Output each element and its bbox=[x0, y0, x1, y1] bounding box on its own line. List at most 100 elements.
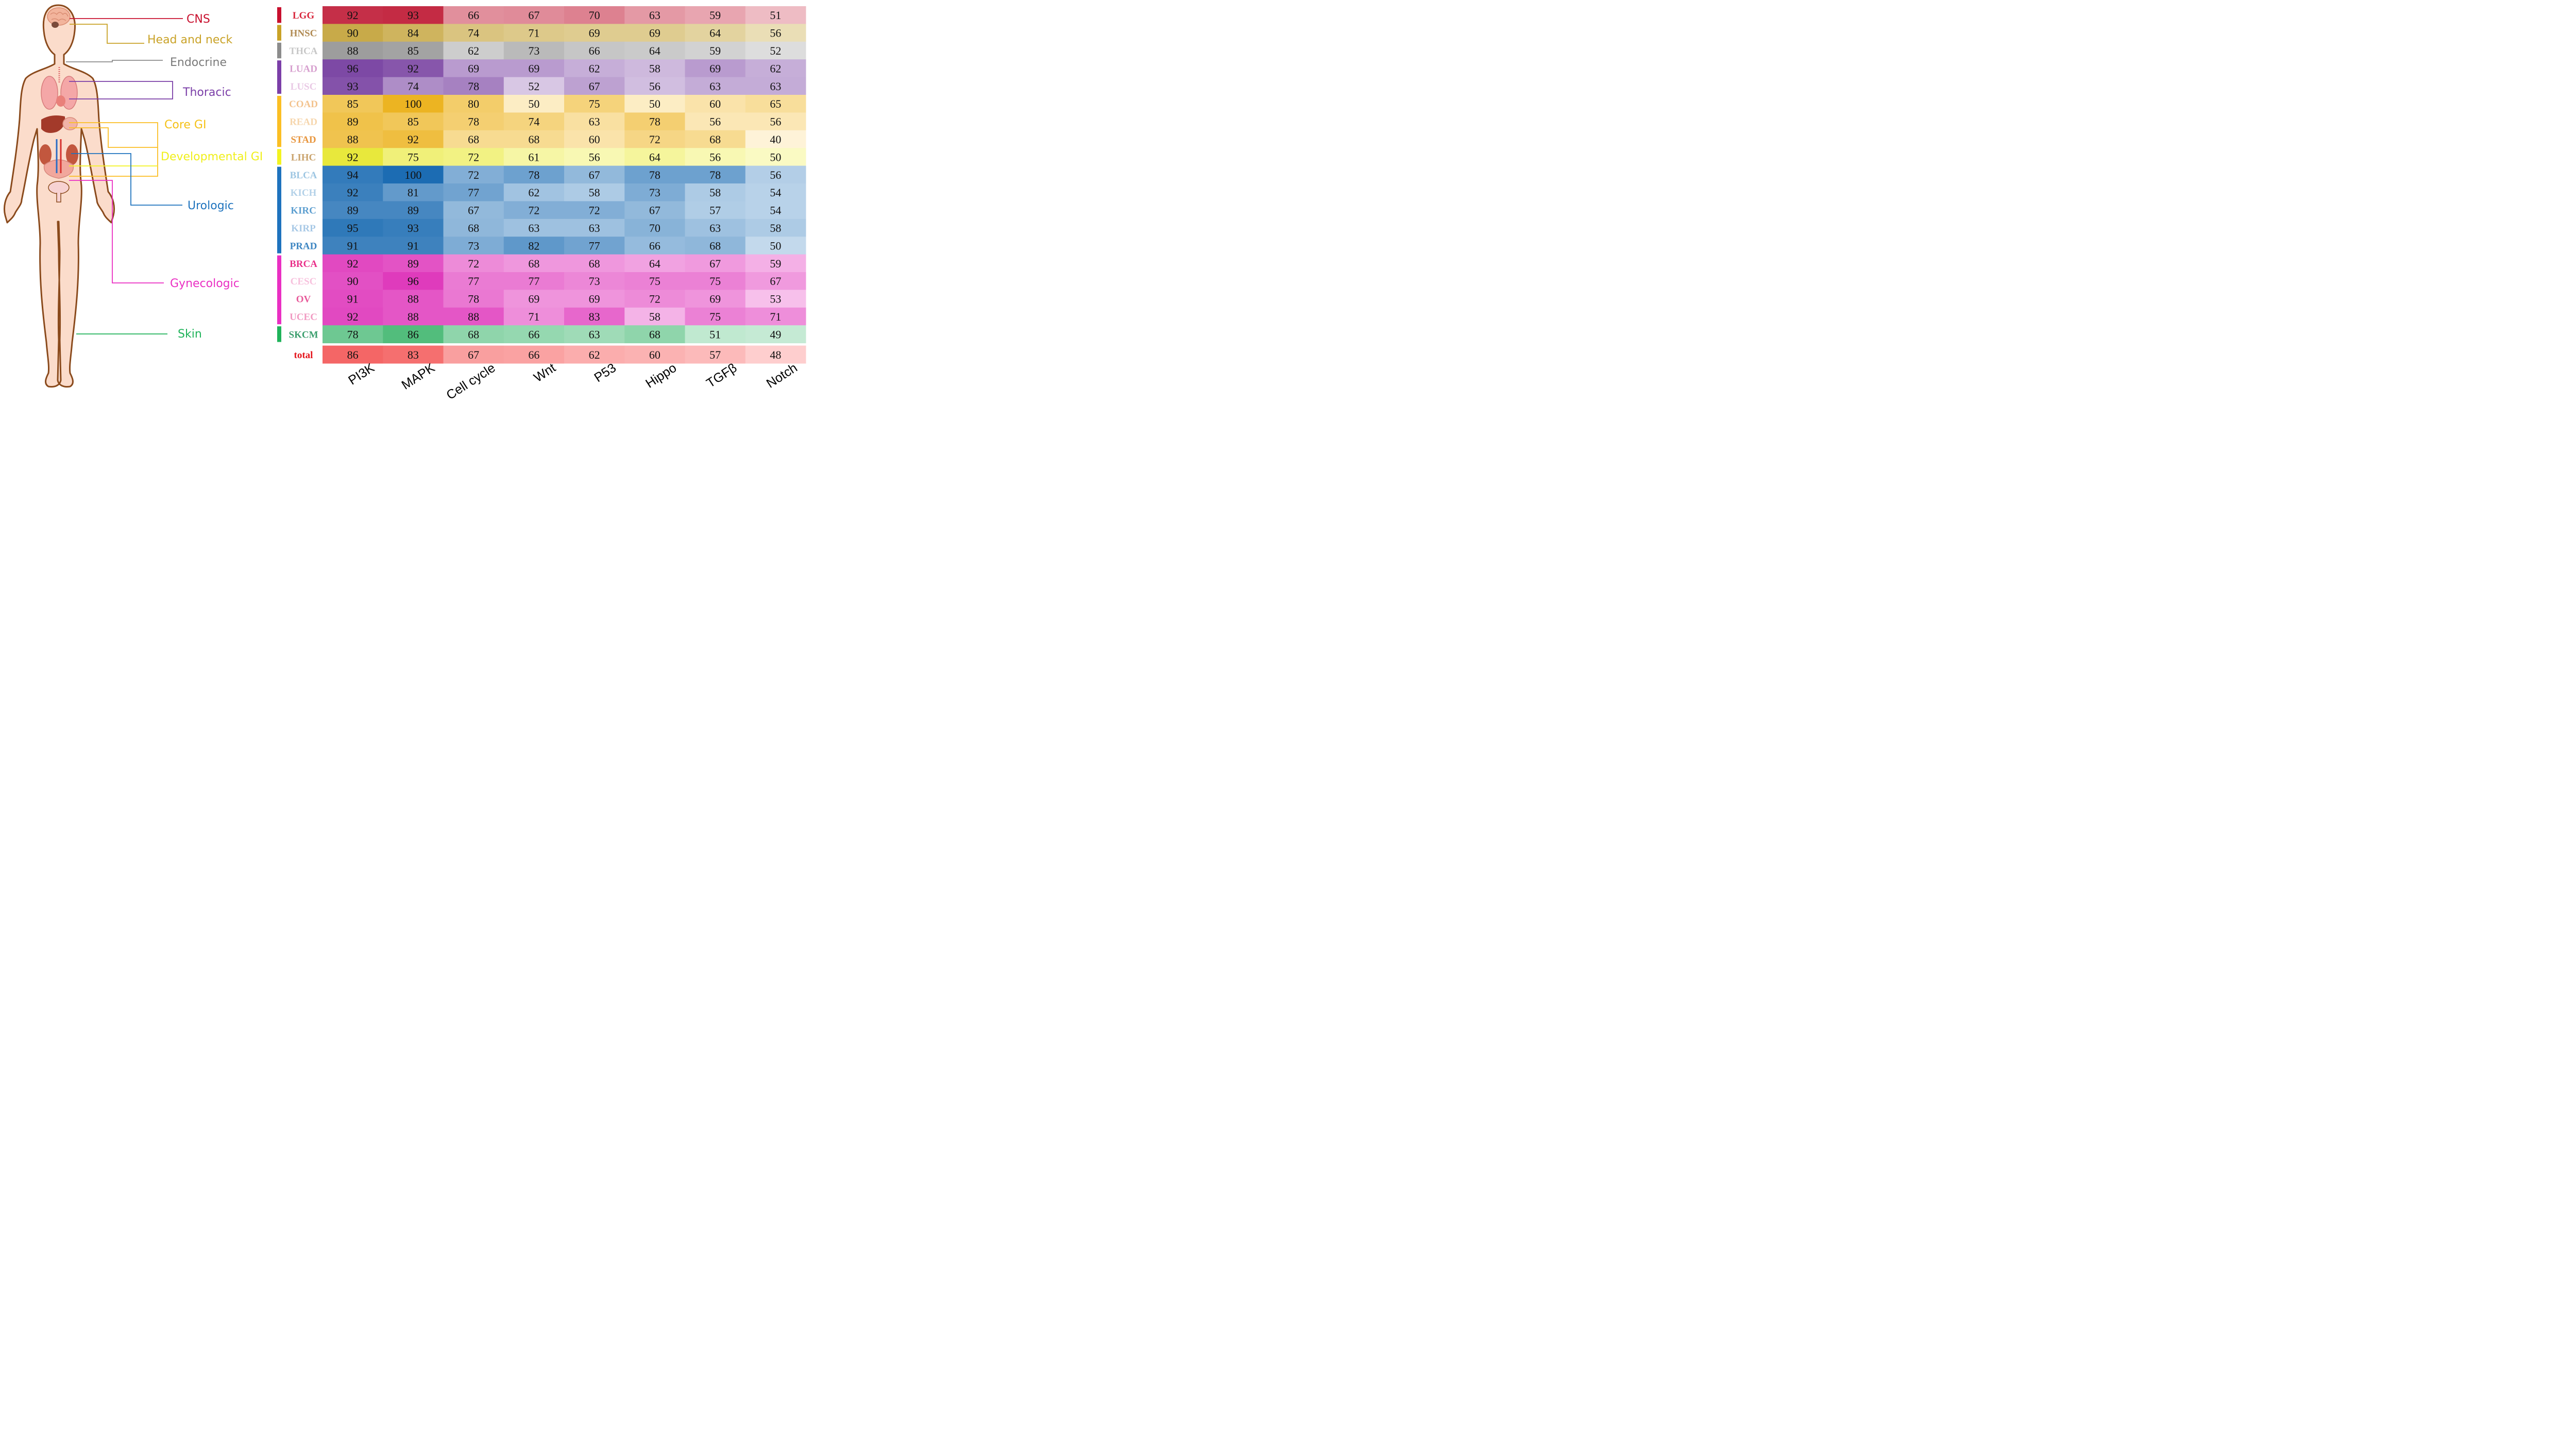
cell-cesc-hippo bbox=[624, 272, 685, 290]
value-kirp-wnt: 63 bbox=[528, 222, 539, 234]
value-prad-tgf: 68 bbox=[709, 239, 721, 252]
value-kich-notch: 54 bbox=[770, 186, 781, 199]
value-lgg-tgf: 59 bbox=[709, 9, 721, 22]
cell-read-cell-cycle bbox=[443, 112, 504, 131]
cell-kirp-wnt bbox=[503, 219, 565, 237]
value-stad-tgf: 68 bbox=[709, 133, 721, 146]
cell-lihc-tgf bbox=[685, 148, 746, 166]
cell-lusc-wnt bbox=[503, 77, 565, 95]
cell-kich-hippo bbox=[624, 183, 685, 202]
row-label-ov: OV bbox=[296, 294, 311, 305]
pathway-heatmap-figure: CNS Head and neck Endocrine Thoracic Core GI… bbox=[3, 4, 806, 401]
value-brca-hippo: 64 bbox=[649, 257, 660, 270]
cell-ov-tgf bbox=[685, 290, 746, 308]
value-cesc-pi3k: 90 bbox=[347, 275, 359, 288]
value-read-wnt: 74 bbox=[528, 115, 539, 128]
value-kirp-cell-cycle: 68 bbox=[468, 222, 479, 234]
cell-ucec-p53 bbox=[564, 307, 625, 326]
value-cesc-wnt: 77 bbox=[528, 275, 539, 288]
cell-ov-notch bbox=[745, 290, 806, 308]
cell-lusc-notch bbox=[745, 77, 806, 95]
cell-skcm-p53 bbox=[564, 325, 625, 344]
row-label-total: total bbox=[294, 350, 313, 361]
value-luad-tgf: 69 bbox=[709, 62, 721, 75]
value-hnsc-pi3k: 90 bbox=[347, 27, 359, 40]
value-stad-mapk: 92 bbox=[408, 133, 419, 146]
value-lgg-p53: 70 bbox=[589, 9, 600, 22]
cell-blca-pi3k bbox=[323, 165, 383, 184]
value-luad-mapk: 92 bbox=[408, 62, 419, 75]
value-lusc-wnt: 52 bbox=[528, 80, 539, 93]
value-lgg-cell-cycle: 66 bbox=[468, 9, 479, 22]
cerebellum-shape bbox=[52, 22, 59, 28]
system-label-skin: Skin bbox=[178, 328, 202, 341]
value-ucec-tgf: 75 bbox=[709, 310, 721, 323]
group-bar-urologic bbox=[277, 166, 281, 254]
row-label-cesc: CESC bbox=[291, 276, 317, 287]
cell-brca-pi3k bbox=[323, 254, 383, 273]
cell-ov-hippo bbox=[624, 290, 685, 308]
value-stad-p53: 60 bbox=[589, 133, 600, 146]
value-lusc-tgf: 63 bbox=[709, 80, 721, 93]
group-color-bars bbox=[277, 7, 281, 342]
value-kich-tgf: 58 bbox=[709, 186, 721, 199]
group-bar-endocrine bbox=[277, 42, 281, 59]
cell-kirc-wnt bbox=[503, 201, 565, 220]
group-bar-gynecologic bbox=[277, 255, 281, 325]
value-lihc-notch: 50 bbox=[770, 150, 781, 163]
cell-prad-cell-cycle bbox=[443, 237, 504, 255]
value-kirp-hippo: 70 bbox=[649, 222, 660, 234]
value-hnsc-p53: 69 bbox=[589, 27, 600, 40]
cell-lusc-hippo bbox=[624, 77, 685, 95]
cell-lusc-pi3k bbox=[323, 77, 383, 95]
cell-lihc-hippo bbox=[624, 148, 685, 166]
cell-cesc-notch bbox=[745, 272, 806, 290]
cell-thca-mapk bbox=[383, 41, 444, 60]
value-ov-notch: 53 bbox=[770, 293, 781, 306]
cell-lgg-pi3k bbox=[323, 6, 383, 24]
system-label-cns: CNS bbox=[187, 13, 210, 26]
row-label-kirc: KIRC bbox=[291, 206, 316, 216]
value-ucec-hippo: 58 bbox=[649, 310, 660, 323]
intestine-shape bbox=[43, 159, 74, 179]
value-read-hippo: 78 bbox=[649, 115, 660, 128]
value-thca-mapk: 85 bbox=[408, 44, 419, 57]
cell-total-notch bbox=[745, 345, 806, 364]
cell-ucec-mapk bbox=[383, 307, 444, 326]
value-blca-mapk: 100 bbox=[404, 169, 421, 181]
value-kirc-mapk: 89 bbox=[408, 204, 419, 217]
value-kirp-p53: 63 bbox=[589, 222, 600, 234]
cell-blca-hippo bbox=[624, 165, 685, 184]
value-prad-wnt: 82 bbox=[528, 239, 539, 252]
value-kirp-notch: 58 bbox=[770, 222, 781, 234]
pointer-line-head-and-neck bbox=[70, 24, 144, 44]
cell-ucec-hippo bbox=[624, 307, 685, 326]
cell-skcm-hippo bbox=[624, 325, 685, 344]
cell-kich-pi3k bbox=[323, 183, 383, 202]
cell-read-tgf bbox=[685, 112, 746, 131]
cell-lgg-hippo bbox=[624, 6, 685, 24]
pointer-line-endocrine bbox=[66, 60, 163, 62]
value-kirc-notch: 54 bbox=[770, 204, 781, 217]
value-blca-pi3k: 94 bbox=[347, 169, 359, 181]
value-kich-hippo: 73 bbox=[649, 186, 660, 199]
cell-stad-tgf bbox=[685, 130, 746, 148]
cell-hnsc-pi3k bbox=[323, 24, 383, 42]
cell-stad-p53 bbox=[564, 130, 625, 148]
value-kirc-cell-cycle: 67 bbox=[468, 204, 479, 217]
right-kidney-shape bbox=[66, 144, 78, 165]
value-kirc-pi3k: 89 bbox=[347, 204, 359, 217]
value-hnsc-hippo: 69 bbox=[649, 27, 660, 40]
cell-brca-p53 bbox=[564, 254, 625, 273]
column-label-hippo: Hippo bbox=[643, 361, 679, 391]
value-read-mapk: 85 bbox=[408, 115, 419, 128]
cell-prad-hippo bbox=[624, 237, 685, 255]
cell-kich-p53 bbox=[564, 183, 625, 202]
cell-lusc-cell-cycle bbox=[443, 77, 504, 95]
value-luad-wnt: 69 bbox=[528, 62, 539, 75]
cell-total-cell-cycle bbox=[443, 345, 504, 364]
cell-lusc-mapk bbox=[383, 77, 444, 95]
row-labels: LGG HNSC THCA LUAD LUSC COAD READ STAD LIHC BLCA K… bbox=[289, 10, 318, 361]
value-read-notch: 56 bbox=[770, 115, 781, 128]
cell-stad-notch bbox=[745, 130, 806, 148]
